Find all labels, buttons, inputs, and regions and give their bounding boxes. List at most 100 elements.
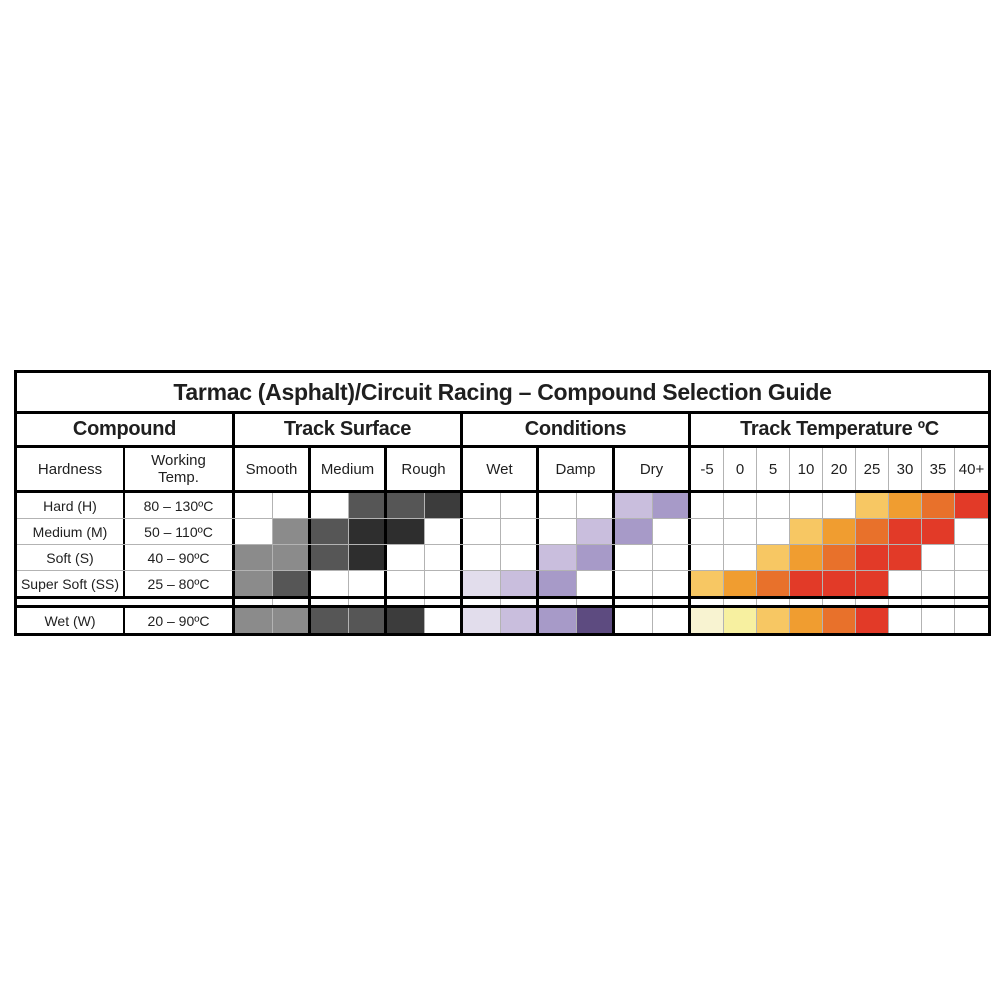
heatmap-cell bbox=[577, 545, 615, 570]
col-header-dry: Dry bbox=[615, 448, 691, 490]
heatmap-cell bbox=[235, 599, 273, 605]
heatmap-cell bbox=[577, 493, 615, 518]
heatmap-cell bbox=[615, 545, 653, 570]
heatmap-cell bbox=[615, 608, 653, 633]
heatmap-cell bbox=[691, 599, 724, 605]
row-working-temp: 80 – 130ºC bbox=[125, 493, 235, 518]
heatmap-cell bbox=[311, 519, 349, 544]
heatmap-cell bbox=[273, 519, 311, 544]
heatmap-cell bbox=[724, 608, 757, 633]
heatmap-cell bbox=[349, 571, 387, 596]
col-header-temp-30: 30 bbox=[889, 448, 922, 490]
heatmap-cell bbox=[889, 571, 922, 596]
heatmap-cell bbox=[955, 493, 988, 518]
heatmap-cell bbox=[311, 545, 349, 570]
heatmap-cell bbox=[235, 608, 273, 633]
heatmap-cell bbox=[653, 519, 691, 544]
heatmap-cell bbox=[856, 493, 889, 518]
heatmap-cell bbox=[724, 519, 757, 544]
heatmap-cell bbox=[463, 519, 501, 544]
heatmap-cell bbox=[273, 599, 311, 605]
heatmap-cell bbox=[757, 599, 790, 605]
row-working-temp: 40 – 90ºC bbox=[125, 545, 235, 570]
heatmap-cell bbox=[922, 519, 955, 544]
heatmap-cell bbox=[856, 519, 889, 544]
heatmap-cell bbox=[823, 571, 856, 596]
heatmap-cell bbox=[823, 608, 856, 633]
heatmap-cell bbox=[273, 571, 311, 596]
heatmap-cell bbox=[790, 519, 823, 544]
heatmap-cell bbox=[653, 599, 691, 605]
heatmap-cell bbox=[856, 608, 889, 633]
heatmap-cell bbox=[757, 493, 790, 518]
section-header-conditions: Conditions bbox=[463, 414, 691, 445]
row-hardness-label: Wet (W) bbox=[17, 608, 125, 633]
heatmap-cell bbox=[577, 519, 615, 544]
heatmap-cell bbox=[856, 571, 889, 596]
heatmap-cell bbox=[501, 545, 539, 570]
heatmap-cell bbox=[823, 545, 856, 570]
heatmap-cell bbox=[653, 571, 691, 596]
heatmap-cell bbox=[349, 545, 387, 570]
heatmap-cell bbox=[790, 545, 823, 570]
heatmap-cell bbox=[955, 519, 988, 544]
heatmap-cell bbox=[425, 493, 463, 518]
col-header-temp-25: 25 bbox=[856, 448, 889, 490]
heatmap-cell bbox=[889, 545, 922, 570]
heatmap-cell bbox=[922, 571, 955, 596]
heatmap-cell bbox=[235, 545, 273, 570]
heatmap-cell bbox=[539, 571, 577, 596]
row-hardness-label: Hard (H) bbox=[17, 493, 125, 518]
heatmap-cell bbox=[615, 493, 653, 518]
heatmap-cell bbox=[539, 493, 577, 518]
heatmap-cell bbox=[856, 545, 889, 570]
heatmap-cell bbox=[653, 545, 691, 570]
heatmap-cell bbox=[653, 608, 691, 633]
col-header-wet: Wet bbox=[463, 448, 539, 490]
compound-selection-guide-table: Tarmac (Asphalt)/Circuit Racing – Compou… bbox=[14, 370, 991, 636]
heatmap-cell bbox=[691, 519, 724, 544]
data-rows-container: Hard (H) 80 – 130ºC Medium (M) 50 – 110ºC So… bbox=[17, 493, 988, 633]
heatmap-cell bbox=[425, 545, 463, 570]
heatmap-cell bbox=[615, 519, 653, 544]
heatmap-cell bbox=[349, 493, 387, 518]
row-hardness-label: Super Soft (SS) bbox=[17, 571, 125, 596]
heatmap-cell bbox=[790, 571, 823, 596]
heatmap-cell bbox=[889, 493, 922, 518]
heatmap-cell bbox=[691, 571, 724, 596]
heatmap-cell bbox=[501, 599, 539, 605]
heatmap-cell bbox=[922, 493, 955, 518]
col-header-damp: Damp bbox=[539, 448, 615, 490]
heatmap-cell bbox=[889, 599, 922, 605]
col-header-medium: Medium bbox=[311, 448, 387, 490]
col-header-temp-0: 0 bbox=[724, 448, 757, 490]
col-header-temp-20: 20 bbox=[823, 448, 856, 490]
heatmap-cell bbox=[539, 608, 577, 633]
heatmap-cell bbox=[463, 608, 501, 633]
row-working-temp: 25 – 80ºC bbox=[125, 571, 235, 596]
col-header-temp-40plus: 40+ bbox=[958, 460, 985, 478]
heatmap-cell bbox=[724, 545, 757, 570]
heatmap-cell bbox=[577, 571, 615, 596]
heatmap-cell bbox=[757, 519, 790, 544]
heatmap-cell bbox=[425, 608, 463, 633]
col-header-temp-10: 10 bbox=[790, 448, 823, 490]
compound-row: Hard (H) 80 – 130ºC bbox=[17, 493, 988, 519]
row-hardness-label: Soft (S) bbox=[17, 545, 125, 570]
heatmap-cell bbox=[311, 571, 349, 596]
heatmap-cell bbox=[955, 608, 988, 633]
heatmap-cell bbox=[387, 571, 425, 596]
col-header-smooth: Smooth bbox=[235, 448, 311, 490]
heatmap-cell bbox=[757, 571, 790, 596]
row-hardness-label: Medium (M) bbox=[17, 519, 125, 544]
heatmap-cell bbox=[823, 519, 856, 544]
heatmap-cell bbox=[922, 608, 955, 633]
heatmap-cell bbox=[539, 599, 577, 605]
heatmap-cell bbox=[757, 545, 790, 570]
heatmap-cell bbox=[501, 493, 539, 518]
col-header-rough: Rough bbox=[387, 448, 463, 490]
table-title: Tarmac (Asphalt)/Circuit Racing – Compou… bbox=[173, 378, 832, 405]
section-header-track-temperature: Track Temperature ºC bbox=[740, 418, 939, 440]
heatmap-cell bbox=[273, 608, 311, 633]
